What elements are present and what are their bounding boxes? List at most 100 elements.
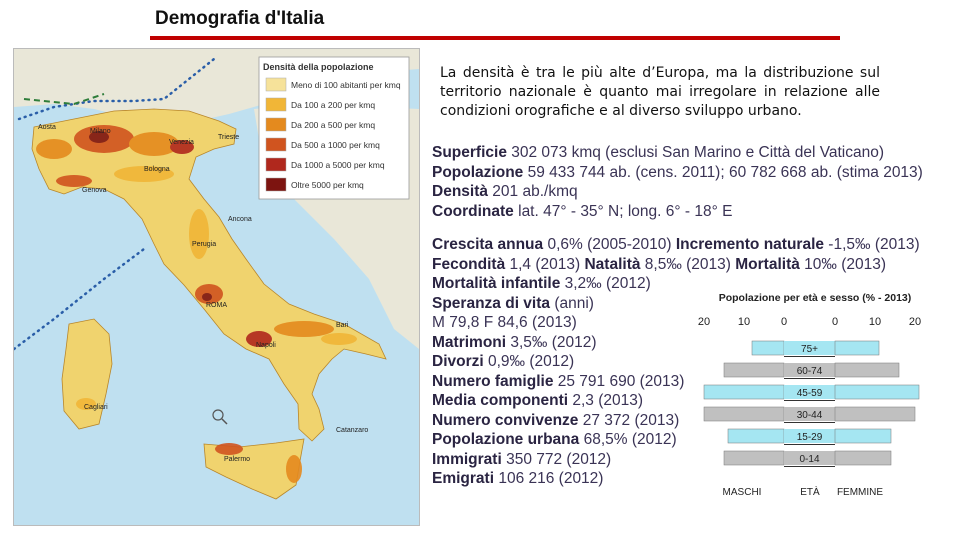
population-density-map: Densità della popolazione Meno di 100 ab… bbox=[13, 48, 420, 526]
sardinia bbox=[61, 318, 113, 430]
legend-swatch bbox=[265, 117, 287, 132]
bar-age-band bbox=[784, 385, 835, 399]
bar-age-band bbox=[784, 363, 835, 377]
stat-key: Divorzi bbox=[432, 353, 484, 370]
bar-femmine bbox=[834, 362, 900, 378]
legend-swatch bbox=[265, 97, 287, 112]
stat-value: 0,9‰ (2012) bbox=[483, 353, 575, 370]
border-line-france bbox=[23, 93, 105, 106]
city-label: Milano bbox=[90, 128, 111, 135]
legend-label: Meno di 100 abitanti per kmq bbox=[291, 80, 401, 90]
stat-row: Immigrati 350 772 (2012) bbox=[432, 450, 952, 470]
category-label: 15-29 bbox=[797, 432, 823, 443]
stat-row: Coordinate lat. 47° - 35° N; long. 6° - … bbox=[432, 202, 952, 222]
stat-row: Numero convivenze 27 372 (2013) bbox=[432, 411, 952, 431]
stat-key: Media componenti bbox=[432, 392, 569, 409]
stat-value: 0,6% (2005-2010) bbox=[543, 236, 676, 253]
bar-femmine bbox=[834, 384, 920, 400]
population-pyramid-chart: Popolazione per età e sesso (% - 2013) 20… bbox=[680, 285, 950, 505]
x-tick-label: 0 bbox=[781, 316, 787, 328]
bar-maschi bbox=[727, 428, 785, 444]
stat-value: lat. 47° - 35° N; long. 6° - 18° E bbox=[513, 202, 733, 220]
city-label: Cagliari bbox=[84, 404, 108, 411]
stat-key: Coordinate bbox=[432, 202, 514, 220]
stat-value: 68,5% (2012) bbox=[579, 431, 677, 448]
city-label: Genova bbox=[82, 187, 107, 194]
stat-value: 27 372 (2013) bbox=[578, 411, 680, 429]
stat-key: Popolazione urbana bbox=[432, 431, 580, 448]
stat-value: 25 791 690 (2013) bbox=[553, 372, 685, 390]
stat-row: Speranza di vita (anni) bbox=[432, 294, 952, 314]
legend-swatch bbox=[265, 77, 287, 92]
city-label: Ancona bbox=[228, 216, 252, 223]
city-label: Napoli bbox=[256, 342, 276, 349]
stat-value: 302 073 kmq (esclusi San Marino e Città … bbox=[506, 144, 885, 161]
stat-value: M 79,8 F 84,6 (2013) bbox=[432, 314, 577, 331]
stat-key: Mortalità bbox=[735, 255, 800, 273]
stat-row: Mortalità infantile 3,2‰ (2012) bbox=[432, 274, 952, 294]
legend-label: Da 500 a 1000 per kmq bbox=[291, 140, 380, 150]
legend-label: Oltre 5000 per kmq bbox=[291, 180, 364, 190]
stat-row: Popolazione urbana 68,5% (2012) bbox=[432, 430, 952, 450]
density-patches bbox=[36, 125, 357, 483]
stat-row: M 79,8 F 84,6 (2013) bbox=[432, 313, 952, 333]
stat-row: Numero famiglie 25 791 690 (2013) bbox=[432, 372, 952, 392]
bar-femmine bbox=[834, 340, 880, 356]
stat-key: Crescita annua bbox=[432, 236, 544, 253]
bar-maschi bbox=[703, 406, 785, 422]
border-line-west bbox=[14, 247, 146, 351]
legend-swatch bbox=[265, 157, 287, 172]
category-label: 30-44 bbox=[797, 410, 823, 421]
bar-age-band bbox=[784, 429, 835, 443]
category-label: 45-59 bbox=[797, 388, 823, 399]
city-label: Aosta bbox=[38, 124, 56, 131]
stat-value: 10‰ (2013) bbox=[799, 255, 887, 273]
stat-key: Incremento naturale bbox=[675, 236, 824, 253]
chart-title: Popolazione per età e sesso (% - 2013) bbox=[719, 292, 912, 304]
slide-title: Demografia d'Italia bbox=[155, 8, 325, 29]
stat-value: 3,5‰ (2012) bbox=[506, 333, 597, 351]
x-tick-label: 10 bbox=[738, 316, 750, 328]
stat-key: Matrimoni bbox=[432, 333, 507, 351]
x-tick-label: 0 bbox=[832, 316, 838, 328]
city-label: Venezia bbox=[169, 139, 194, 146]
city-label: Perugia bbox=[192, 241, 216, 248]
stat-value: 201 ab./kmq bbox=[488, 183, 578, 200]
x-tick-label: 20 bbox=[698, 316, 710, 328]
bar-femmine bbox=[834, 450, 892, 466]
legend-items: Meno di 100 abitanti per kmq Da 100 a 20… bbox=[265, 77, 401, 192]
category-label: 75+ bbox=[801, 344, 818, 355]
stat-value: 1,4 (2013) bbox=[505, 255, 585, 273]
city-label: ROMA bbox=[206, 302, 227, 309]
stat-value: 59 433 744 ab. (cens. 2011); 60 782 668 … bbox=[523, 163, 923, 181]
x-label-maschi: MASCHI bbox=[723, 487, 762, 498]
stat-value: 8,5‰ (2013) bbox=[640, 255, 736, 273]
stat-key: Emigrati bbox=[432, 470, 495, 487]
stat-row: Emigrati 106 216 (2012) bbox=[432, 469, 952, 489]
city-label: Catanzaro bbox=[336, 427, 368, 434]
italy-mainland bbox=[31, 108, 387, 442]
stat-value: 3,2‰ (2012) bbox=[560, 275, 651, 292]
bar-maschi bbox=[723, 362, 785, 378]
bar-age-band bbox=[784, 407, 835, 421]
border-line-north bbox=[17, 57, 216, 121]
stat-value: (anni) bbox=[550, 294, 594, 312]
bar-age-band bbox=[784, 451, 835, 465]
lead-paragraph: La densità è tra le più alte d’Europa, m… bbox=[440, 65, 880, 119]
x-label-femmine: FEMMINE bbox=[837, 487, 883, 498]
title-rule bbox=[150, 36, 840, 40]
legend-swatch bbox=[265, 137, 287, 152]
stat-value: 106 216 (2012) bbox=[494, 470, 604, 487]
city-label: Bari bbox=[336, 322, 349, 329]
stat-key: Immigrati bbox=[432, 450, 502, 468]
x-label-eta: ETÀ bbox=[800, 485, 820, 498]
legend-label: Da 200 a 500 per kmq bbox=[291, 120, 375, 130]
stat-row: Superficie 302 073 kmq (esclusi San Mari… bbox=[432, 143, 952, 163]
stat-key: Mortalità infantile bbox=[432, 275, 561, 292]
bar-femmine bbox=[834, 428, 892, 444]
stat-row: Fecondità 1,4 (2013) Natalità 8,5‰ (2013… bbox=[432, 255, 952, 275]
stat-value: -1,5‰ (2013) bbox=[824, 236, 920, 253]
city-label: Trieste bbox=[218, 134, 239, 141]
stats-list: Superficie 302 073 kmq (esclusi San Mari… bbox=[432, 143, 952, 489]
legend-title: Densità della popolazione bbox=[263, 62, 374, 72]
